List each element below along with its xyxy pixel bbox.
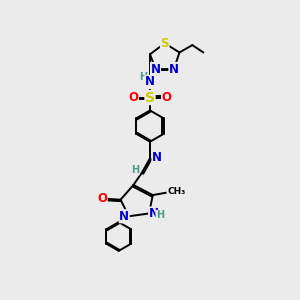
Text: N: N	[119, 210, 129, 223]
Text: H: H	[156, 210, 164, 220]
Text: O: O	[97, 192, 107, 205]
Text: N: N	[169, 62, 179, 76]
Text: O: O	[128, 91, 138, 104]
Text: CH₃: CH₃	[167, 187, 185, 196]
Text: N: N	[149, 207, 159, 220]
Text: H: H	[131, 165, 139, 175]
Text: H: H	[139, 72, 147, 82]
Text: N: N	[152, 151, 162, 164]
Text: O: O	[162, 91, 172, 104]
Text: N: N	[145, 75, 155, 88]
Text: N: N	[151, 62, 160, 76]
Text: S: S	[160, 37, 169, 50]
Text: S: S	[145, 91, 155, 105]
